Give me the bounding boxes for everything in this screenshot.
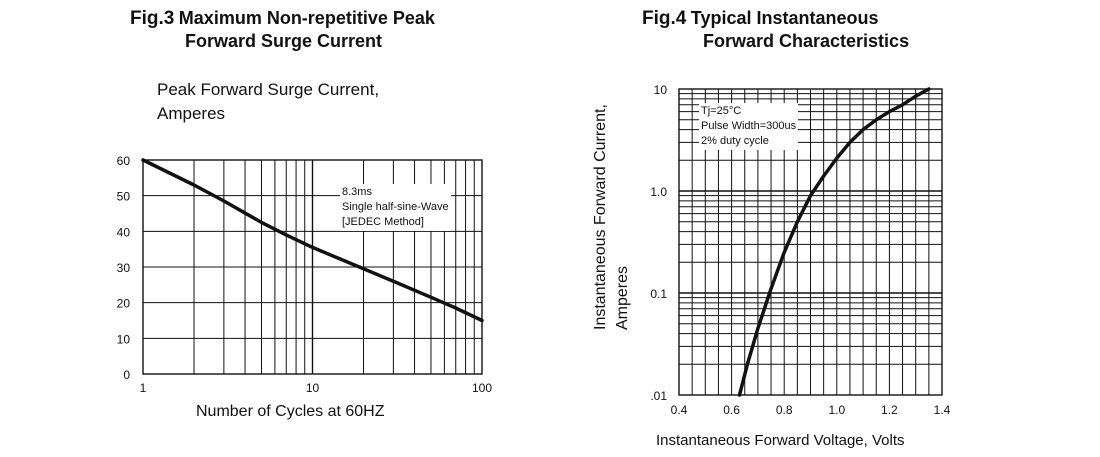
fig4-title: Fig.4 Typical Instantaneous — [642, 6, 1042, 32]
fig4-y-tick-label: 0.1 — [650, 287, 667, 301]
fig4-x-tick-label: 0.8 — [776, 403, 793, 417]
fig3-note-line3: [JEDEC Method] — [342, 216, 424, 228]
fig3-x-tick-label: 1 — [140, 381, 147, 395]
fig3-y-tick-label: 30 — [117, 261, 131, 275]
fig3-title: Fig.3 Maximum Non-repetitive Peak — [130, 6, 550, 32]
fig3-y-tick-label: 10 — [117, 332, 131, 346]
fig4-y-tick-label: 10 — [654, 83, 668, 97]
fig4-y-tick-label: 1.0 — [650, 185, 667, 199]
fig4-annotation: Tj=25°C Pulse Width=300us 2% duty cycle — [699, 103, 799, 150]
fig3-y-axis-label: Peak Forward Surge Current, Amperes — [157, 78, 379, 126]
fig4-x-tick-label: 1.4 — [934, 403, 951, 417]
fig4-plot-frame — [678, 88, 943, 396]
fig3-x-tick-label: 10 — [306, 381, 320, 395]
fig4-note-line2: Pulse Width=300us — [701, 120, 797, 132]
fig3-ylabel-line1: Peak Forward Surge Current, — [157, 80, 380, 99]
fig3-y-tick-label: 0 — [123, 368, 130, 382]
fig3-plot-frame — [142, 159, 483, 375]
fig4-x-tick-label: 0.6 — [723, 403, 740, 417]
fig3-title-line2: Forward Surge Current — [185, 31, 383, 51]
fig4-title-line1: Typical Instantaneous — [690, 8, 879, 28]
fig4-label: Fig.4 — [642, 8, 687, 29]
fig3-y-tick-label: 50 — [117, 190, 131, 204]
fig3-note-line2: Single half-sine-Wave — [342, 201, 449, 213]
fig3-x-tick-label: 100 — [472, 381, 492, 395]
fig3-x-axis-label: Number of Cycles at 60HZ — [196, 403, 385, 420]
fig3-title-line1: Maximum Non-repetitive Peak — [178, 8, 435, 28]
fig4-y-tick-label: .01 — [650, 389, 667, 403]
fig4-note-line3: 2% duty cycle — [701, 135, 769, 147]
fig3-label: Fig.3 — [130, 8, 175, 29]
fig4-x-tick-label: 1.2 — [881, 403, 898, 417]
fig3-series-line — [141, 158, 484, 323]
fig3-y-tick-label: 40 — [117, 225, 131, 239]
fig3-y-tick-label: 20 — [117, 297, 131, 311]
fig3-annotation: 8.3ms Single half-sine-Wave [JEDEC Metho… — [340, 184, 451, 231]
fig3-ylabel-line2: Amperes — [157, 104, 226, 123]
fig4-series-line — [737, 87, 931, 397]
fig4-title-line2: Forward Characteristics — [703, 31, 910, 51]
fig3-note-line1: 8.3ms — [342, 186, 372, 198]
fig4-note-line1: Tj=25°C — [701, 105, 742, 117]
fig4-x-tick-label: 0.4 — [671, 403, 688, 417]
fig4-x-axis-label: Instantaneous Forward Voltage, Volts — [656, 432, 905, 449]
fig4-x-tick-label: 1.0 — [828, 403, 845, 417]
fig3-y-tick-label: 60 — [117, 154, 131, 168]
